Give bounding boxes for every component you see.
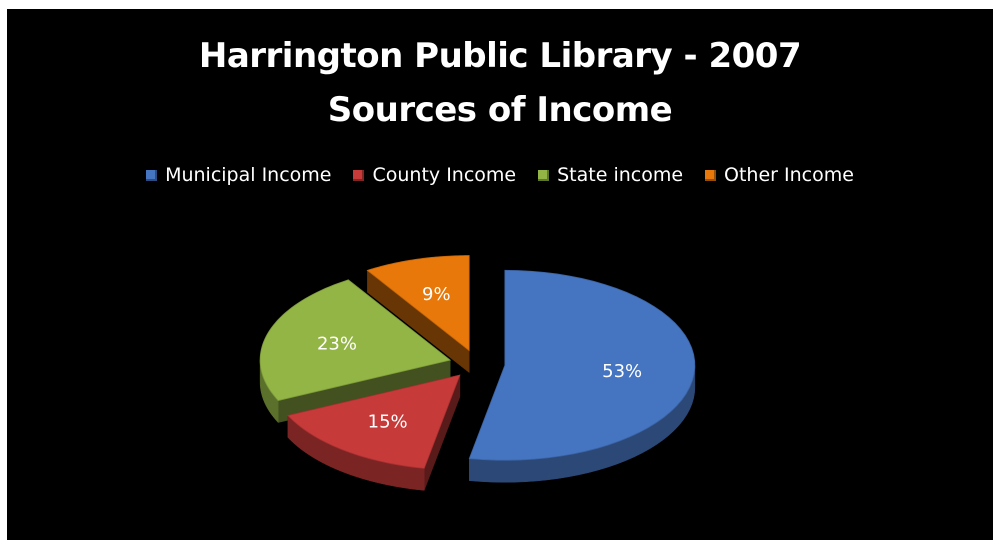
slice-municipal	[468, 269, 696, 483]
pie-chart: 53% 15% 23% 9%	[259, 255, 696, 491]
slice-other-top	[366, 255, 470, 352]
slice-other	[366, 255, 470, 374]
legend: Municipal Income County Income State inc…	[7, 164, 993, 186]
legend-swatch-other	[705, 169, 717, 181]
chart-area: Harrington Public Library - 2007 Sources…	[7, 9, 993, 540]
slice-state	[259, 279, 452, 424]
legend-label-other: Other Income	[724, 164, 854, 186]
slice-state-top	[259, 279, 452, 401]
chart-subtitle: Sources of Income	[327, 90, 673, 130]
legend-item-county: County Income	[353, 164, 516, 186]
legend-item-municipal: Municipal Income	[146, 164, 331, 186]
data-label-other: 9%	[422, 284, 451, 305]
legend-item-other: Other Income	[705, 164, 854, 186]
legend-item-state: State income	[538, 164, 683, 186]
slice-county-top	[287, 374, 461, 469]
legend-label-municipal: Municipal Income	[165, 164, 332, 186]
legend-swatch-municipal	[146, 169, 158, 181]
legend-label-state: State income	[557, 164, 684, 186]
chart-title: Harrington Public Library - 2007	[198, 36, 802, 76]
legend-swatch-state	[538, 169, 550, 181]
data-label-municipal: 53%	[602, 361, 642, 382]
data-label-county: 15%	[368, 412, 408, 433]
data-label-state: 23%	[317, 334, 357, 355]
legend-label-county: County Income	[372, 164, 517, 186]
legend-swatch-county	[353, 169, 365, 181]
slice-municipal-top	[468, 269, 696, 461]
slice-county	[287, 374, 461, 491]
